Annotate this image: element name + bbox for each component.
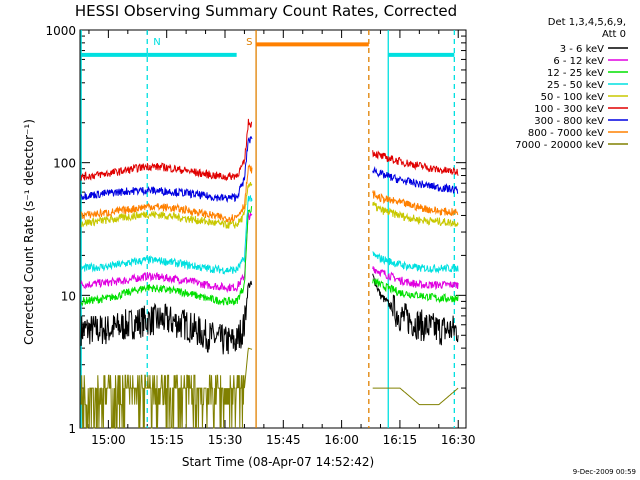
series-line-3-seg-0 <box>80 194 253 275</box>
series-line-0-seg-0 <box>80 280 253 355</box>
series-line-8-seg-1 <box>372 387 459 406</box>
series-line-3-seg-1 <box>372 251 459 274</box>
y-tick-label-0: 1 <box>68 422 76 436</box>
x-tick-label-0: 15:00 <box>91 433 126 447</box>
series-line-4-seg-1 <box>372 201 459 228</box>
legend-label-8: 7000 - 20000 keV <box>515 140 604 151</box>
plot-frame <box>79 29 467 429</box>
plot-area: 15:00 15:15 15:30 15:45 16:00 16:15 16:30 1 10 10… <box>45 24 475 447</box>
series-line-5-seg-1 <box>372 150 459 176</box>
y-tick-label-3: 1000 <box>45 24 76 38</box>
x-tick-label-6: 16:30 <box>441 433 476 447</box>
footer-timestamp: 9-Dec-2009 00:59 <box>573 468 636 476</box>
y-tick-label-1: 10 <box>61 289 76 303</box>
x-tick-label-1: 15:15 <box>149 433 184 447</box>
legend-label-0: 3 - 6 keV <box>560 44 604 55</box>
series-line-2-seg-1 <box>372 277 459 304</box>
x-tick-label-2: 15:30 <box>208 433 243 447</box>
legend-header-line2: Att 0 <box>602 29 626 40</box>
x-tick-label-5: 16:15 <box>383 433 418 447</box>
legend-label-4: 50 - 100 keV <box>541 92 605 103</box>
legend-header-line1: Det 1,3,4,5,6,9, <box>548 17 626 28</box>
series-line-4-seg-0 <box>80 181 253 229</box>
series-line-6-seg-1 <box>372 165 459 194</box>
legend-label-1: 6 - 12 keV <box>553 56 604 67</box>
chart-title: HESSI Observing Summary Count Rates, Cor… <box>75 2 457 20</box>
legend-label-5: 100 - 300 keV <box>534 104 604 115</box>
y-axis-label: Corrected Count Rate (s⁻¹ detector⁻¹) <box>22 119 36 345</box>
x-axis-label: Start Time (08-Apr-07 14:52:42) <box>182 455 374 469</box>
y-tick-label-2: 100 <box>53 157 76 171</box>
legend-label-3: 25 - 50 keV <box>547 80 604 91</box>
series-line-7-seg-1 <box>372 189 459 216</box>
series-line-6-seg-0 <box>80 135 253 204</box>
series-line-1-seg-1 <box>372 266 459 291</box>
x-tick-label-3: 15:45 <box>266 433 301 447</box>
legend-label-6: 300 - 800 keV <box>534 116 604 127</box>
legend-label-7: 800 - 7000 keV <box>528 128 604 139</box>
series-line-2-seg-0 <box>80 205 253 307</box>
series-line-8-seg-0 <box>80 347 253 429</box>
legend-label-2: 12 - 25 keV <box>547 68 604 79</box>
x-tick-label-4: 16:00 <box>324 433 359 447</box>
series-line-7-seg-0 <box>81 163 253 223</box>
series-line-1-seg-0 <box>80 212 253 294</box>
series-line-5-seg-0 <box>80 118 252 182</box>
marker-label-N: N <box>153 37 160 48</box>
marker-label-S: S <box>246 37 252 48</box>
series-line-0-seg-1 <box>372 273 459 346</box>
